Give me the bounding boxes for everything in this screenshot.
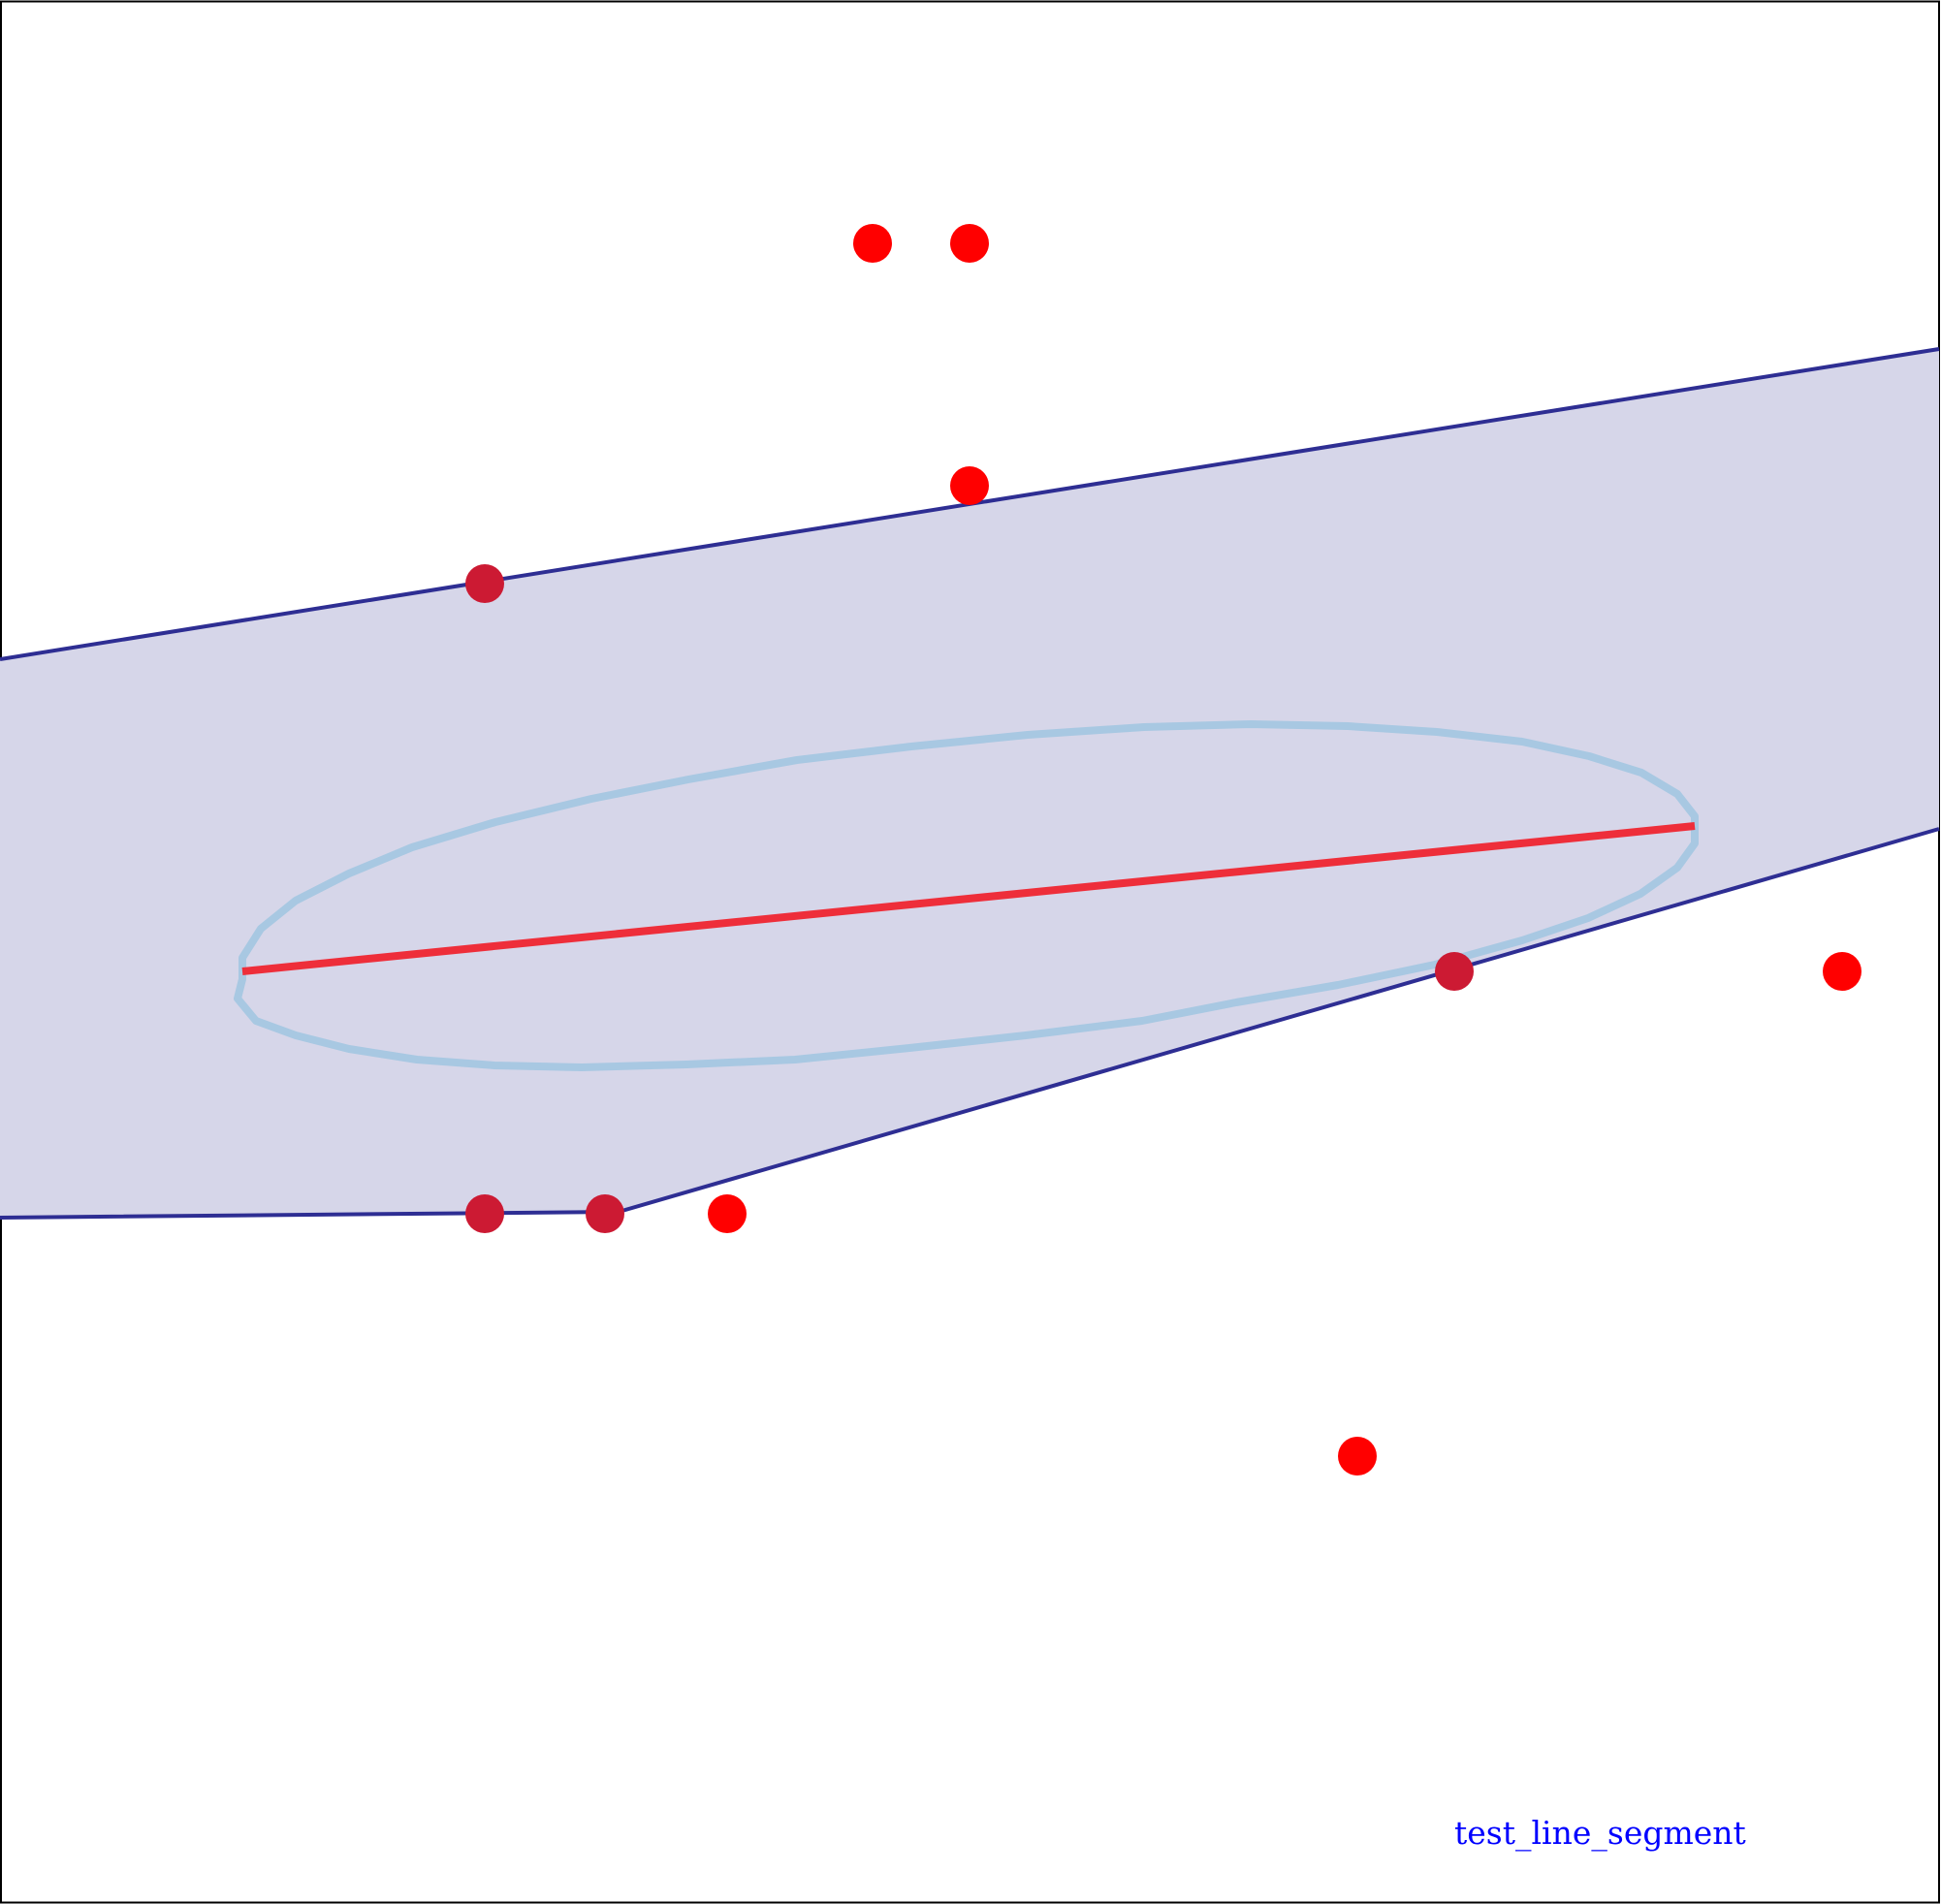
test-point xyxy=(950,224,989,263)
test-point xyxy=(853,224,892,263)
test-point-on-boundary xyxy=(465,564,504,603)
shaded-band-region xyxy=(0,349,1939,1218)
figure-caption: test_line_segment xyxy=(1454,1814,1746,1853)
test-point xyxy=(1338,1437,1377,1476)
test-point-on-boundary xyxy=(586,1194,624,1233)
test-point-on-boundary xyxy=(1435,952,1474,991)
test-point-on-boundary xyxy=(465,1194,504,1233)
test-point xyxy=(1823,952,1861,991)
ellipse-outline xyxy=(234,720,1699,1071)
line-segment xyxy=(241,822,1696,975)
test-point xyxy=(708,1194,747,1233)
test-point xyxy=(950,466,989,505)
